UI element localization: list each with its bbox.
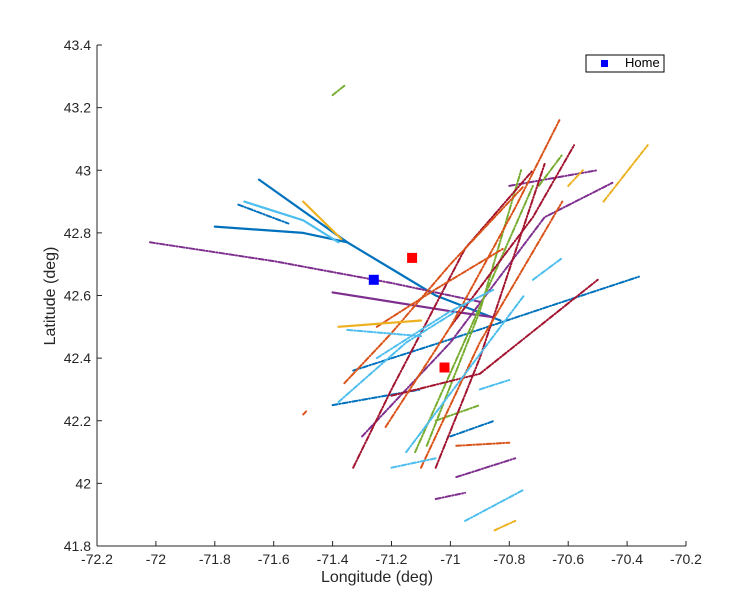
track-31: [243, 200, 340, 244]
legend-box: [585, 54, 665, 73]
track-29: [405, 294, 525, 454]
track-23: [384, 119, 561, 428]
y-tick-label: 43.4: [64, 37, 91, 53]
legend-home-marker: [601, 60, 608, 67]
track-28: [375, 288, 496, 360]
track-10: [508, 169, 599, 187]
y-axis-label: Latitude (deg): [42, 247, 59, 346]
track-9: [361, 181, 614, 438]
y-tick-label: 43: [75, 162, 91, 178]
y-tick-label: 42.8: [64, 225, 91, 241]
x-axis-label: Longitude (deg): [321, 569, 433, 586]
red-marker-1: [407, 252, 418, 263]
x-tick-label: -70.4: [611, 551, 643, 567]
track-34: [464, 488, 525, 522]
track-24: [420, 200, 564, 469]
legend: Home: [585, 54, 665, 73]
home-marker: [368, 274, 379, 285]
track-7: [149, 241, 481, 303]
y-tick-label: 42: [75, 475, 91, 491]
x-tick-label: -71.4: [317, 551, 349, 567]
legend-home-label: Home: [625, 55, 660, 70]
track-41: [567, 169, 584, 187]
y-tick-label: 42.2: [64, 413, 91, 429]
y-tick-label: 43.2: [64, 100, 91, 116]
red-marker-2: [439, 362, 450, 373]
track-17: [537, 153, 564, 187]
track-12: [434, 491, 467, 500]
track-4: [352, 275, 640, 372]
track-25: [375, 247, 505, 328]
track-26: [455, 441, 511, 447]
track-20: [390, 278, 599, 397]
track-15: [331, 84, 346, 97]
track-11: [455, 457, 517, 479]
x-tick-label: -71: [440, 551, 460, 567]
x-tick-label: -72: [146, 551, 166, 567]
x-tick-label: -72.2: [81, 551, 113, 567]
track-1: [257, 178, 502, 322]
tracks-layer: [149, 84, 649, 532]
track-30: [337, 310, 458, 403]
track-21: [449, 144, 576, 328]
x-tick-label: -70.6: [552, 551, 584, 567]
track-27: [302, 410, 308, 416]
y-tick-label: 42.6: [64, 288, 91, 304]
x-tick-label: -71.6: [258, 551, 290, 567]
x-ticks: -72.2 -72 -71.8 -71.6 -71.4 -71.2 -71 -70.8 -70.…: [81, 541, 702, 567]
track-38: [337, 319, 423, 328]
y-tick-label: 41.8: [64, 538, 91, 554]
x-tick-label: -70.8: [493, 551, 525, 567]
track-33: [478, 379, 511, 391]
x-tick-label: -70.2: [670, 551, 702, 567]
track-6: [449, 419, 496, 438]
track-36: [531, 256, 564, 281]
x-tick-label: -71.2: [376, 551, 408, 567]
track-32: [346, 328, 422, 338]
track-3: [237, 203, 290, 225]
x-tick-label: -71.8: [199, 551, 231, 567]
markers-layer: [368, 252, 450, 373]
track-37: [302, 200, 343, 241]
track-13: [414, 184, 534, 454]
track-18: [352, 169, 534, 469]
y-tick-label: 42.4: [64, 350, 91, 366]
track-39: [602, 144, 649, 203]
track-35: [390, 457, 437, 469]
y-ticks: 41.8 42 42.2 42.4 42.6 42.8 43 43.2 43.4: [64, 37, 102, 554]
track-40: [493, 519, 517, 532]
